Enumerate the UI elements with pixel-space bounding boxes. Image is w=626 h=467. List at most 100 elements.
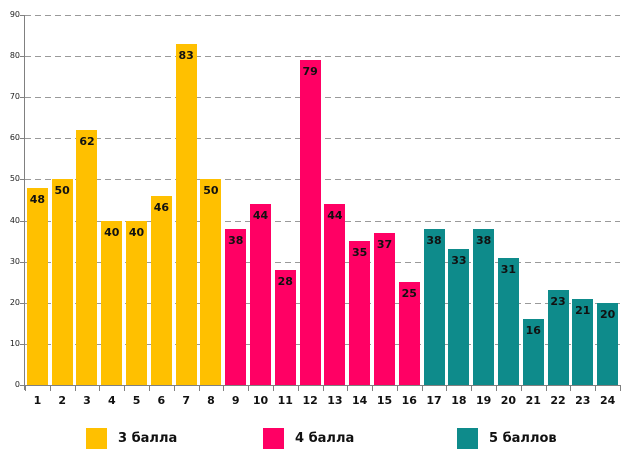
bar-value-label: 38 (228, 233, 244, 247)
y-tick-label: 0 (14, 380, 20, 389)
x-tick (272, 386, 274, 391)
y-tick-label: 90 (9, 10, 20, 19)
gridline (25, 15, 620, 16)
bar (373, 232, 395, 385)
y-tick-label: 50 (9, 174, 20, 184)
bar-value-label: 40 (128, 225, 145, 239)
y-tick (20, 138, 24, 140)
gridline (25, 56, 620, 58)
gridline (25, 138, 620, 140)
legend-item: 4 балла (263, 428, 354, 449)
y-tick-label: 80 (9, 51, 20, 61)
bar (126, 220, 148, 385)
bar (225, 228, 247, 385)
y-tick (20, 220, 24, 222)
x-category-label: 3 (83, 394, 91, 407)
gridline (25, 302, 620, 304)
bar (473, 228, 495, 385)
bar-value-label: 46 (153, 200, 169, 214)
legend: 3 балла 4 балла 5 баллов (0, 428, 626, 462)
x-category-label: 24 (599, 394, 616, 407)
y-tick-label: 30 (9, 256, 20, 266)
x-tick (322, 386, 324, 391)
bar (522, 319, 544, 385)
bar-value-label: 38 (426, 233, 442, 247)
x-category-label: 5 (132, 394, 141, 407)
y-tick (20, 385, 24, 386)
legend-item: 3 балла (86, 428, 177, 449)
bar (250, 204, 272, 385)
bar (423, 228, 445, 385)
bar (299, 60, 321, 385)
bar-value-label: 83 (178, 48, 194, 62)
gridline (25, 220, 620, 222)
bar (448, 249, 470, 385)
y-tick-label: 40 (9, 215, 20, 225)
bar-value-label: 28 (277, 274, 293, 288)
x-category-label: 7 (182, 394, 190, 407)
bar (51, 179, 73, 385)
x-tick (421, 386, 423, 391)
x-category-label: 6 (157, 394, 166, 407)
x-tick (148, 386, 150, 391)
gridline (25, 261, 620, 263)
x-category-label: 20 (500, 394, 517, 407)
bar (547, 290, 569, 385)
bar-value-label: 31 (500, 262, 517, 276)
x-tick (396, 386, 398, 391)
legend-label: 5 баллов (489, 431, 557, 446)
legend-item: 5 баллов (457, 428, 557, 449)
bar-value-label: 40 (104, 225, 120, 239)
legend-color-swatch (457, 428, 478, 449)
bar-value-label: 50 (203, 184, 219, 198)
y-tick (20, 179, 24, 181)
x-category-label: 18 (451, 394, 467, 407)
gridline (25, 179, 620, 181)
bar (349, 241, 371, 385)
bar-value-label: 33 (451, 254, 467, 268)
y-tick (20, 97, 24, 99)
y-tick (20, 302, 24, 304)
x-tick (198, 386, 200, 391)
y-axis-line (24, 15, 25, 390)
bar (572, 298, 594, 385)
bar-value-label: 48 (29, 192, 46, 206)
x-tick (347, 386, 349, 391)
bar (76, 130, 98, 385)
legend-label: 3 балла (118, 431, 178, 446)
bar-value-label: 21 (575, 303, 591, 317)
bar-value-label: 37 (376, 237, 393, 251)
bar (274, 269, 296, 385)
bar (175, 43, 197, 385)
x-tick (297, 386, 299, 391)
x-tick (99, 386, 101, 391)
x-tick (570, 386, 572, 391)
x-category-label: 14 (352, 394, 368, 407)
x-tick (248, 386, 250, 391)
x-tick (74, 386, 76, 391)
bar-value-label: 23 (550, 295, 566, 309)
bar (398, 282, 420, 385)
x-category-label: 12 (302, 394, 318, 407)
x-tick (124, 386, 126, 391)
x-category-label: 13 (327, 394, 343, 407)
x-tick (620, 386, 621, 391)
x-tick (25, 386, 26, 391)
bar (497, 257, 519, 385)
bar-value-label: 44 (327, 209, 343, 223)
x-category-label: 4 (107, 394, 116, 407)
x-category-label: 22 (550, 394, 566, 407)
x-tick (446, 386, 448, 391)
bar (200, 179, 222, 385)
x-category-label: 1 (33, 394, 42, 407)
legend-label: 4 балла (295, 431, 355, 446)
x-tick (223, 386, 225, 391)
x-category-label: 16 (401, 394, 417, 407)
x-category-label: 8 (207, 394, 215, 407)
x-tick (545, 386, 547, 391)
x-tick (372, 386, 374, 391)
gridline (25, 343, 620, 345)
bar (597, 302, 619, 385)
x-tick (520, 386, 522, 391)
